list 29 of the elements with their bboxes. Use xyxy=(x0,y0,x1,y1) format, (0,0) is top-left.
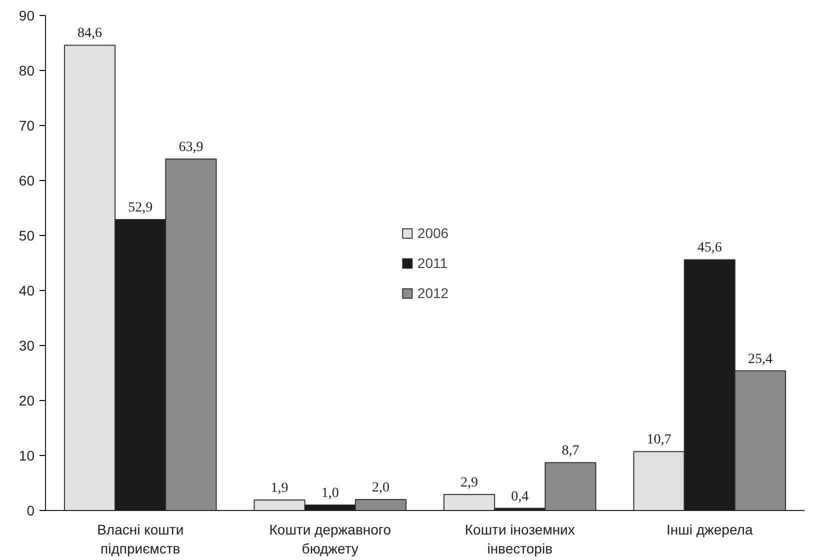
data-label: 52,9 xyxy=(128,200,153,216)
legend-label: 2011 xyxy=(417,254,448,270)
legend-label: 2006 xyxy=(417,224,449,240)
y-tick-label: 60 xyxy=(18,172,35,188)
data-label: 1,0 xyxy=(321,486,339,501)
legend-label: 2012 xyxy=(417,284,449,300)
data-label: 63,9 xyxy=(178,140,204,156)
data-label: 0,4 xyxy=(511,489,529,504)
y-tick-label: 90 xyxy=(18,8,35,24)
data-label: 84,6 xyxy=(78,26,102,42)
data-label: 45,6 xyxy=(697,240,722,256)
y-tick-label: 70 xyxy=(18,118,35,134)
y-tick-label: 30 xyxy=(18,338,35,354)
data-label: 2,0 xyxy=(372,480,390,496)
data-label: 8,7 xyxy=(562,444,580,459)
data-label: 1,9 xyxy=(270,481,288,496)
data-label: 10,7 xyxy=(646,432,672,448)
data-label: 25,4 xyxy=(748,352,772,367)
x-tick-label: Власні кошти підприємств xyxy=(97,522,184,557)
x-tick-label: Кошти державного бюджету xyxy=(269,522,392,557)
y-tick-label: 80 xyxy=(18,62,35,78)
x-tick-label: Інші джерела xyxy=(666,522,753,538)
y-tick-label: 10 xyxy=(18,448,35,464)
data-label: 2,9 xyxy=(460,476,478,491)
y-tick-label: 40 xyxy=(18,282,35,298)
y-tick-label: 0 xyxy=(26,502,35,518)
y-tick-label: 50 xyxy=(18,228,35,244)
x-tick-label: Кошти іноземних інвесторів xyxy=(464,522,575,557)
y-tick-label: 20 xyxy=(18,392,35,408)
